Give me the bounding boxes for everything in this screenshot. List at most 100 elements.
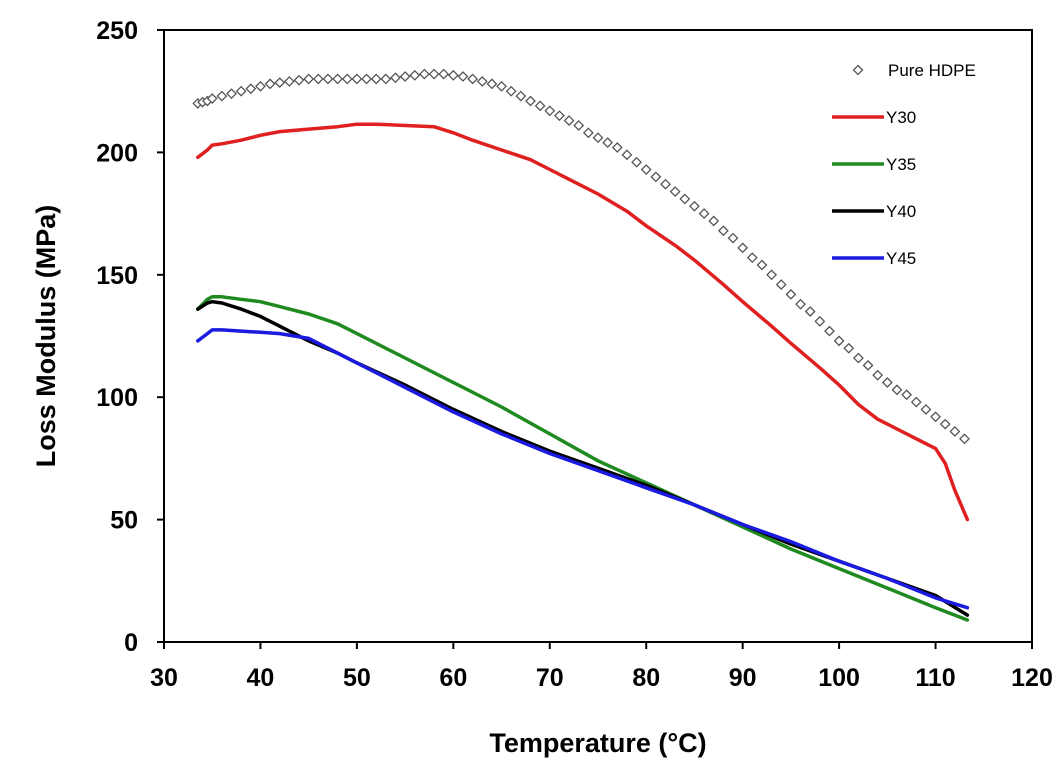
y-tick-label: 250 (96, 17, 138, 45)
x-tick-label: 120 (1011, 664, 1052, 692)
data-point-pure-hdpe (611, 142, 623, 153)
data-point-pure-hdpe (370, 73, 382, 85)
data-point-pure-hdpe (814, 315, 826, 327)
data-point-pure-hdpe (939, 418, 951, 430)
legend-label-y45: Y45 (886, 249, 916, 268)
data-point-pure-hdpe (698, 208, 710, 220)
series-pure-hdpe (192, 68, 970, 445)
data-point-pure-hdpe (312, 73, 324, 85)
data-point-pure-hdpe (390, 72, 401, 84)
data-point-pure-hdpe (467, 73, 479, 85)
data-point-pure-hdpe (949, 426, 961, 437)
data-point-pure-hdpe (766, 269, 778, 281)
y-tick-label: 50 (110, 507, 138, 535)
data-point-pure-hdpe (901, 389, 913, 401)
data-point-pure-hdpe (930, 411, 941, 423)
data-point-pure-hdpe (640, 164, 652, 175)
y-tick-label: 0 (124, 629, 138, 657)
x-tick-label: 40 (247, 664, 275, 692)
legend-label-y30: Y30 (886, 108, 916, 127)
data-point-pure-hdpe (255, 80, 266, 92)
series-line-y30 (196, 122, 970, 522)
data-point-pure-hdpe (206, 93, 218, 104)
data-point-pure-hdpe (457, 71, 469, 82)
data-point-pure-hdpe (602, 137, 614, 149)
legend: Pure HDPE Y30 Y35 Y40 Y45 (832, 61, 976, 268)
data-point-pure-hdpe (283, 75, 295, 87)
legend-label-pure-hdpe: Pure HDPE (888, 61, 976, 80)
x-axis: 30 40 50 60 70 80 90 100 110 120 (150, 642, 1052, 692)
data-point-pure-hdpe (689, 200, 700, 212)
data-point-pure-hdpe (544, 105, 556, 117)
data-point-pure-hdpe (660, 178, 671, 190)
data-point-pure-hdpe (833, 335, 845, 347)
data-point-pure-hdpe (274, 77, 286, 89)
y-tick-label: 100 (96, 384, 138, 412)
data-point-pure-hdpe (226, 88, 237, 100)
data-point-pure-hdpe (717, 225, 729, 237)
data-point-pure-hdpe (727, 232, 739, 244)
x-tick-label: 110 (915, 664, 955, 692)
series-line-y35 (196, 295, 970, 622)
data-point-pure-hdpe (959, 433, 970, 445)
data-point-pure-hdpe (476, 75, 488, 87)
data-point-pure-hdpe (303, 73, 315, 85)
data-point-pure-hdpe (737, 242, 749, 254)
data-point-pure-hdpe (409, 69, 421, 81)
series-line-y45 (196, 328, 970, 610)
data-point-pure-hdpe (428, 68, 440, 80)
data-point-pure-hdpe (216, 90, 228, 102)
data-point-pure-hdpe (920, 404, 932, 415)
data-point-pure-hdpe (746, 252, 758, 264)
data-point-pure-hdpe (891, 384, 903, 396)
data-point-pure-hdpe (447, 69, 459, 81)
data-point-pure-hdpe (525, 95, 536, 107)
data-point-pure-hdpe (775, 279, 787, 291)
x-tick-label: 50 (343, 664, 371, 692)
data-point-pure-hdpe (554, 110, 565, 122)
data-point-pure-hdpe (679, 193, 691, 205)
data-point-pure-hdpe (621, 149, 633, 161)
data-point-pure-hdpe (708, 215, 720, 227)
data-point-pure-hdpe (245, 83, 257, 95)
data-point-pure-hdpe (910, 396, 922, 408)
data-point-pure-hdpe (351, 73, 363, 85)
data-point-pure-hdpe (361, 73, 372, 85)
data-point-pure-hdpe (756, 259, 768, 271)
x-tick-label: 80 (632, 664, 660, 692)
data-point-pure-hdpe (380, 73, 392, 85)
data-point-pure-hdpe (399, 71, 411, 82)
x-tick-label: 60 (439, 664, 467, 692)
data-point-pure-hdpe (582, 127, 594, 139)
data-point-pure-hdpe (795, 298, 806, 310)
data-point-pure-hdpe (862, 359, 874, 371)
data-point-pure-hdpe (843, 342, 855, 354)
data-point-pure-hdpe (872, 369, 884, 381)
data-point-pure-hdpe (293, 74, 305, 86)
x-tick-label: 70 (536, 664, 564, 692)
legend-label-y35: Y35 (886, 155, 916, 174)
data-point-pure-hdpe (852, 352, 864, 364)
data-point-pure-hdpe (592, 132, 604, 144)
data-point-pure-hdpe (332, 73, 344, 85)
series-layer (192, 68, 970, 622)
data-point-pure-hdpe (573, 120, 585, 131)
data-point-pure-hdpe (486, 78, 498, 90)
data-point-pure-hdpe (785, 288, 797, 300)
data-point-pure-hdpe (534, 100, 546, 112)
y-tick-label: 200 (96, 139, 138, 167)
data-point-pure-hdpe (669, 186, 681, 197)
legend-label-y40: Y40 (886, 202, 916, 221)
data-point-pure-hdpe (515, 90, 527, 102)
x-tick-label: 100 (818, 664, 860, 692)
data-point-pure-hdpe (563, 115, 575, 126)
data-point-pure-hdpe (264, 78, 276, 90)
data-point-pure-hdpe (631, 156, 642, 168)
x-tick-label: 90 (729, 664, 757, 692)
data-point-pure-hdpe (341, 73, 353, 85)
data-point-pure-hdpe (496, 80, 507, 92)
data-point-pure-hdpe (650, 171, 662, 183)
data-point-pure-hdpe (322, 73, 334, 85)
